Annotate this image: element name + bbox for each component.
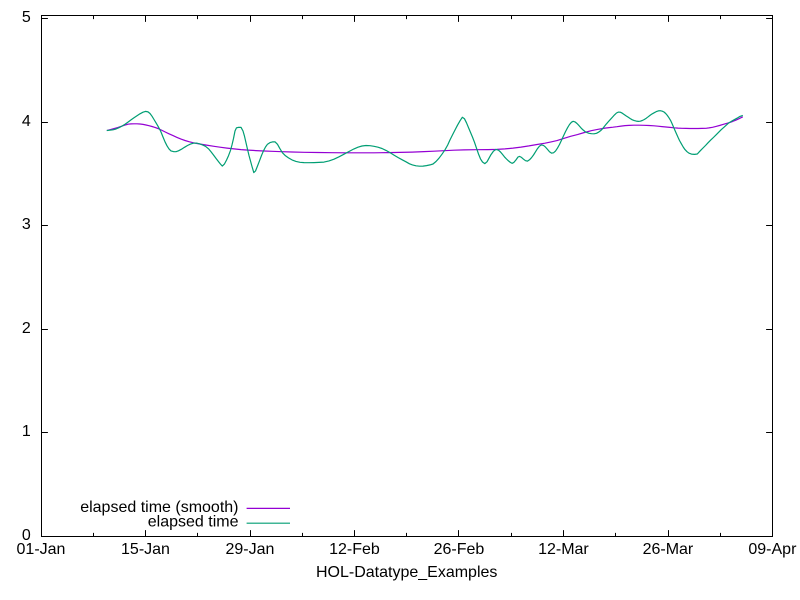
svg-text:elapsed time (smooth): elapsed time (smooth) (80, 499, 238, 516)
svg-text:2: 2 (22, 320, 31, 337)
svg-text:01-Jan: 01-Jan (17, 541, 66, 558)
svg-text:26-Mar: 26-Mar (643, 541, 694, 558)
svg-text:1: 1 (22, 423, 31, 440)
svg-text:15-Jan: 15-Jan (121, 541, 170, 558)
svg-text:09-Apr: 09-Apr (748, 541, 797, 558)
svg-text:0: 0 (22, 527, 31, 544)
svg-text:5: 5 (22, 9, 31, 26)
svg-text:12-Mar: 12-Mar (538, 541, 589, 558)
svg-text:29-Jan: 29-Jan (226, 541, 275, 558)
svg-text:12-Feb: 12-Feb (329, 541, 380, 558)
svg-text:HOL-Datatype_Examples: HOL-Datatype_Examples (316, 564, 497, 581)
svg-text:3: 3 (22, 216, 31, 233)
svg-text:elapsed time: elapsed time (148, 514, 239, 531)
svg-text:26-Feb: 26-Feb (434, 541, 485, 558)
svg-text:4: 4 (22, 113, 31, 130)
